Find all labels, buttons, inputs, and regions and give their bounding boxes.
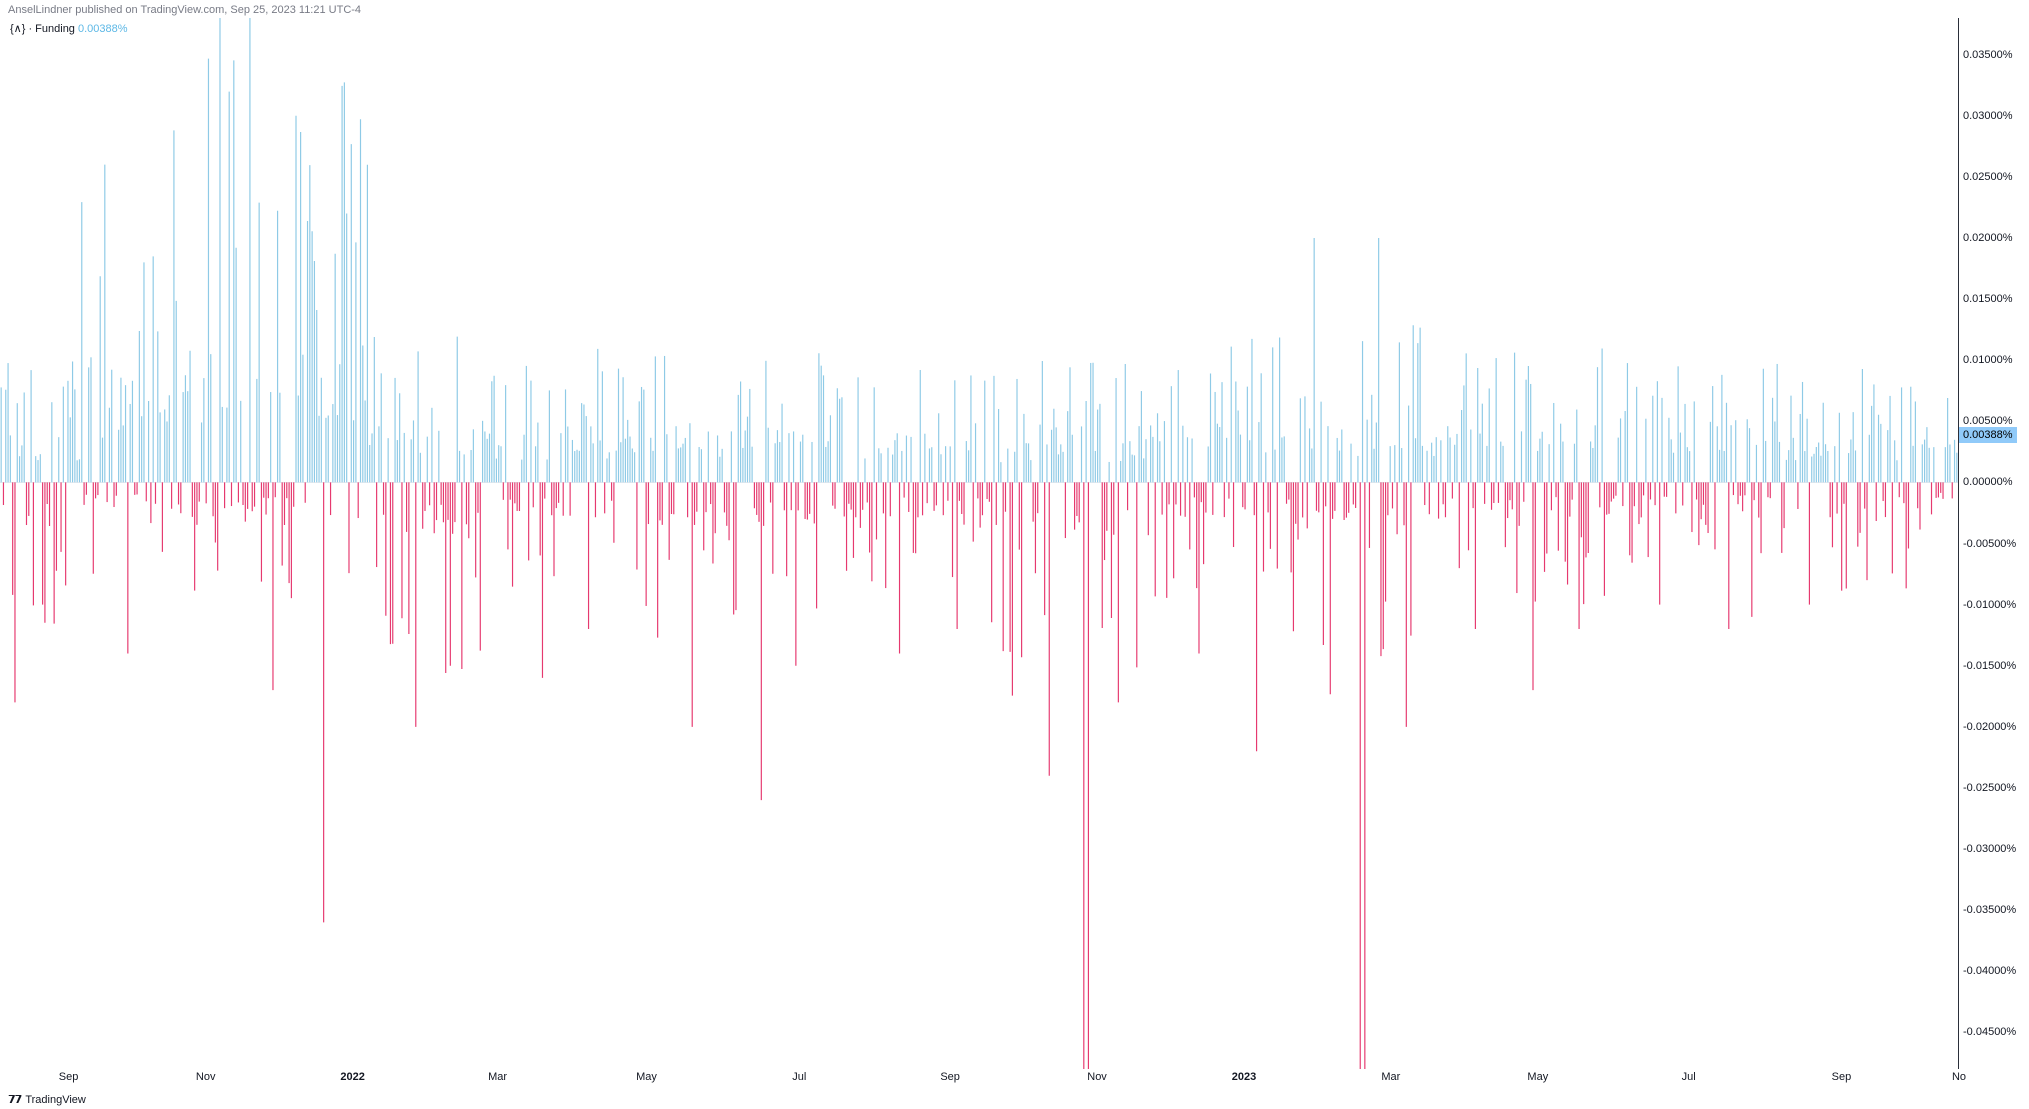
y-tick: 0.01500% bbox=[1963, 293, 2013, 305]
y-tick: -0.01000% bbox=[1963, 599, 2016, 611]
x-tick: Sep bbox=[1832, 1071, 1852, 1083]
legend-value: 0.00388% bbox=[78, 23, 128, 35]
x-tick: Jul bbox=[1682, 1071, 1696, 1083]
y-tick: -0.01500% bbox=[1963, 660, 2016, 672]
y-tick: -0.00500% bbox=[1963, 538, 2016, 550]
y-tick: 0.01000% bbox=[1963, 354, 2013, 366]
tradingview-logo-icon: 𝟳𝟳 bbox=[8, 1093, 21, 1106]
y-tick: -0.02500% bbox=[1963, 782, 2016, 794]
chart-svg bbox=[0, 18, 1958, 1069]
price-tag: 0.00388% bbox=[1959, 427, 2017, 443]
x-tick: 2022 bbox=[340, 1071, 364, 1083]
y-tick: -0.04500% bbox=[1963, 1026, 2016, 1038]
y-tick: 0.03000% bbox=[1963, 110, 2013, 122]
x-tick: May bbox=[636, 1071, 657, 1083]
y-tick: -0.03500% bbox=[1963, 904, 2016, 916]
x-tick: 2023 bbox=[1232, 1071, 1256, 1083]
y-tick: 0.02000% bbox=[1963, 232, 2013, 244]
y-tick: 0.00000% bbox=[1963, 476, 2013, 488]
y-tick: 0.00500% bbox=[1963, 415, 2013, 427]
x-tick: No bbox=[1952, 1071, 1966, 1083]
y-axis[interactable]: 0.03500% 0.03000% 0.02500% 0.02000% 0.01500%… bbox=[1959, 18, 2029, 1069]
x-tick: Sep bbox=[940, 1071, 960, 1083]
y-tick: -0.02000% bbox=[1963, 721, 2016, 733]
y-tick: 0.02500% bbox=[1963, 171, 2013, 183]
x-axis[interactable]: Sep Nov 2022 Mar May Jul Sep Nov 2023 Mar May Jul Se… bbox=[0, 1069, 1959, 1087]
tradingview-text: TradingView bbox=[25, 1094, 86, 1106]
x-tick: May bbox=[1527, 1071, 1548, 1083]
x-tick: Nov bbox=[196, 1071, 216, 1083]
x-tick: Sep bbox=[59, 1071, 79, 1083]
x-tick: Mar bbox=[1381, 1071, 1400, 1083]
publish-info: AnselLindner published on TradingView.co… bbox=[8, 4, 361, 16]
legend-symbol: {∧} · Funding bbox=[10, 23, 75, 35]
x-tick: Nov bbox=[1087, 1071, 1107, 1083]
x-tick: Jul bbox=[792, 1071, 806, 1083]
chart-legend: {∧} · Funding 0.00388% bbox=[10, 22, 128, 35]
tradingview-attribution: 𝟳𝟳 TradingView bbox=[8, 1093, 86, 1106]
chart-pane[interactable] bbox=[0, 18, 1959, 1069]
y-tick: -0.04000% bbox=[1963, 965, 2016, 977]
y-tick: 0.03500% bbox=[1963, 49, 2013, 61]
y-tick: -0.03000% bbox=[1963, 843, 2016, 855]
x-tick: Mar bbox=[488, 1071, 507, 1083]
